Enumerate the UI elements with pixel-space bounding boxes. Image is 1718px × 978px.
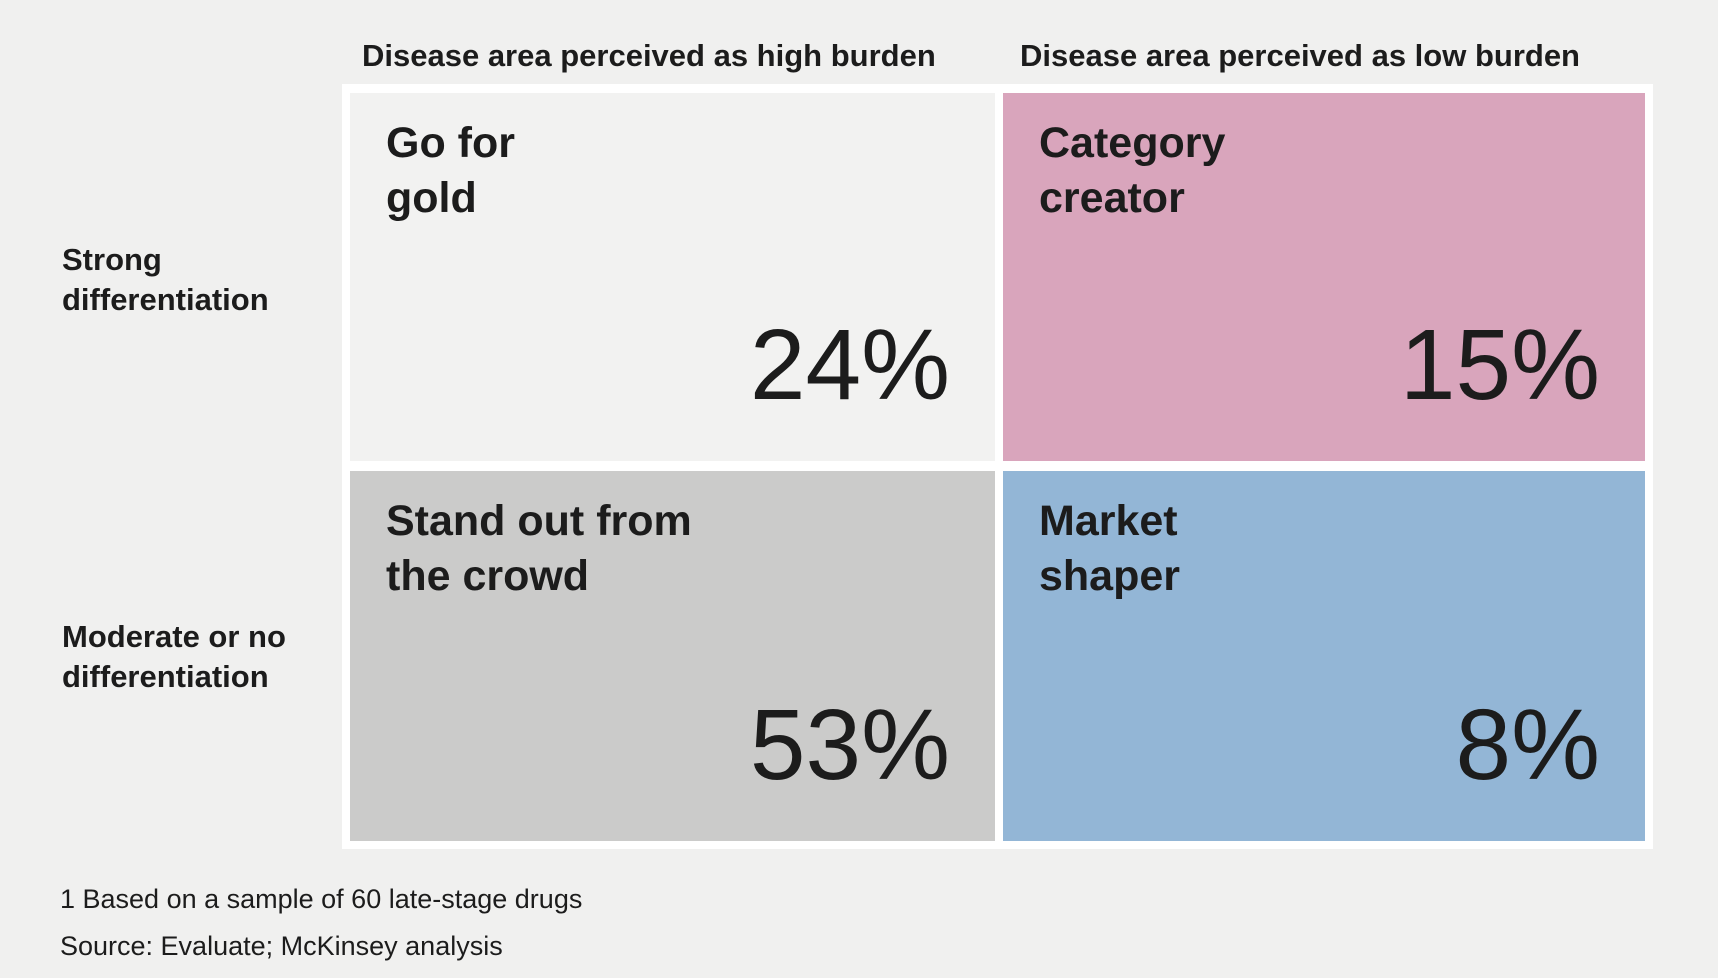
quadrant-title: Market shaper [1039,494,1180,604]
quadrant-title: Go for gold [386,116,515,226]
quadrant-go-for-gold: Go for gold 24% [350,93,995,461]
row-label-line: differentiation [62,282,269,317]
column-header-high-burden: Disease area perceived as high burden [362,38,936,73]
quadrant-title-line: Go for [386,119,515,167]
quadrant-category-creator: Category creator 15% [1003,93,1645,461]
row-label-strong-differentiation: Strong differentiation [62,240,269,320]
row-label-line: Moderate or no [62,619,286,654]
quadrant-title-line: the crowd [386,552,590,600]
column-header-low-burden: Disease area perceived as low burden [1020,38,1580,73]
quadrant-value: 53% [749,689,950,801]
source-note: Source: Evaluate; McKinsey analysis [60,931,503,961]
row-label-line: Strong [62,242,162,277]
quadrant-market-shaper: Market shaper 8% [1003,471,1645,841]
quadrant-title-line: Market [1039,497,1178,545]
quadrant-title-line: Category [1039,119,1226,167]
quadrant-title-line: creator [1039,174,1185,222]
row-label-moderate-differentiation: Moderate or no differentiation [62,617,286,697]
quadrant-value: 15% [1399,309,1600,421]
footnote: 1 Based on a sample of 60 late-stage dru… [60,884,583,914]
quadrant-value: 24% [749,309,950,421]
quadrant-title: Stand out from the crowd [386,494,692,604]
quadrant-title-line: shaper [1039,552,1181,600]
quadrant-title-line: Stand out from [386,497,692,545]
quadrant-stand-out-from-the-crowd: Stand out from the crowd 53% [350,471,995,841]
row-label-line: differentiation [62,659,269,694]
quadrant-title: Category creator [1039,116,1225,226]
quadrant-value: 8% [1455,689,1600,801]
quadrant-title-line: gold [386,174,477,222]
